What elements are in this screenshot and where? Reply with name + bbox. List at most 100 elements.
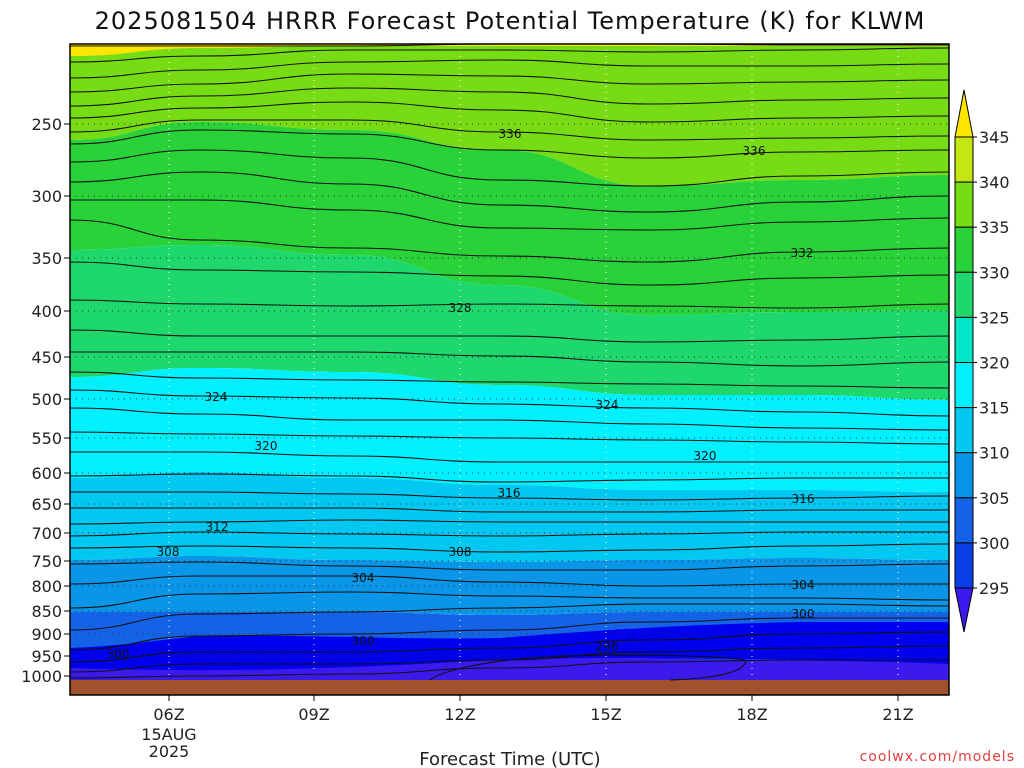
contour-line: [70, 199, 949, 231]
y-tick-label: 950: [31, 647, 62, 666]
colorbar-segment: [954, 362, 974, 409]
colorbar-segment: [954, 271, 974, 318]
colorbar-label: 320: [979, 354, 1010, 373]
colorbar-segment: [954, 226, 974, 273]
contour-line: [70, 299, 949, 309]
contour-label: 324: [596, 398, 619, 412]
ground-strip: [70, 680, 949, 695]
colorbar-label: 295: [979, 579, 1010, 598]
colorbar-top-arrow: [954, 89, 974, 138]
x-date-day: 15AUG: [141, 725, 196, 744]
contour-label: 324: [205, 390, 228, 404]
contour-line: [70, 543, 949, 553]
contour-label: 300: [352, 634, 375, 648]
x-tick-label: 21Z: [882, 705, 913, 724]
colorbar-label: 300: [979, 534, 1010, 553]
contour-label: 316: [498, 486, 521, 500]
site-credit: coolwx.com/models: [860, 749, 1015, 765]
contour-line: [70, 531, 949, 537]
x-tick-label: 09Z: [298, 705, 329, 724]
contour-line: [70, 645, 949, 673]
y-tick-label: 800: [31, 577, 62, 596]
colorbar-segment: [954, 136, 974, 183]
contour-line: [70, 519, 949, 525]
plot-frame: [69, 43, 950, 696]
contour-line: [70, 561, 949, 571]
contour-line: [70, 371, 949, 389]
x-tick-label: 15Z: [590, 705, 621, 724]
y-tick-label: 900: [31, 625, 62, 644]
contour-label: 300: [792, 607, 815, 621]
contour-label: 332: [791, 246, 814, 260]
contour-label: 300: [107, 647, 130, 661]
colorbar-segment: [954, 497, 974, 544]
colorbar: 345 340 335 330 325 320 315 310 305 300 295: [954, 89, 1010, 633]
y-tick-label: 850: [31, 602, 62, 621]
contour-line: [70, 101, 949, 123]
contour-label: 312: [206, 520, 229, 534]
contour-label: 328: [449, 301, 472, 315]
contour-label: 304: [352, 571, 375, 585]
temperature-band: [70, 46, 949, 186]
contour-line: [70, 431, 949, 445]
contour-label: 316: [792, 492, 815, 506]
contour-label: 296: [596, 640, 619, 654]
x-axis: 06Z 09Z 12Z 15Z 18Z 21Z: [153, 695, 914, 724]
colorbar-label: 325: [979, 308, 1010, 327]
temperature-band: [70, 122, 949, 315]
contour-line: [70, 603, 949, 631]
x-tick-label: 06Z: [153, 705, 184, 724]
colorbar-label: 330: [979, 263, 1010, 282]
y-tick-label: 350: [31, 249, 62, 268]
contour-line: [70, 659, 949, 679]
y-tick-label: 300: [31, 187, 62, 206]
y-tick-label: 400: [31, 302, 62, 321]
contour-line: [70, 219, 949, 263]
contour-label: 308: [157, 545, 180, 559]
temperature-band: [70, 556, 949, 615]
colorbar-label: 310: [979, 444, 1010, 463]
contour-line: [70, 59, 949, 79]
contour-label: 336: [743, 144, 766, 158]
contour-label: 308: [449, 545, 472, 559]
contour-line: [70, 129, 949, 159]
x-axis-label: Forecast Time (UTC): [419, 749, 600, 768]
contour-label: 304: [792, 578, 815, 592]
contour-line: [70, 329, 949, 343]
contour-line: [70, 507, 949, 513]
colorbar-label: 345: [979, 128, 1010, 147]
contour-line: [70, 631, 949, 663]
x-date-year: 2025: [149, 742, 190, 761]
colorbar-label: 315: [979, 399, 1010, 418]
colorbar-segment: [954, 452, 974, 499]
contour-labels: 336 336 332 328 324 324 320 320 316 316 312 308 308 3…: [107, 127, 815, 661]
contour-line: [70, 491, 949, 501]
colorbar-bottom-arrow: [954, 587, 974, 633]
contour-line: [70, 591, 949, 609]
colorbar-segment: [954, 407, 974, 454]
contour-line: [70, 44, 949, 47]
contour-line-296: [429, 654, 746, 681]
y-tick-label: 700: [31, 524, 62, 543]
contour-line: [70, 575, 949, 587]
colorbar-label: 305: [979, 489, 1010, 508]
y-tick-label: 600: [31, 464, 62, 483]
colorbar-segment: [954, 316, 974, 363]
y-tick-label: 450: [31, 348, 62, 367]
y-tick-label: 650: [31, 495, 62, 514]
temperature-band: [70, 245, 949, 400]
contour-line: [70, 617, 949, 651]
contour-line: [70, 407, 949, 431]
colorbar-label: 340: [979, 173, 1010, 192]
temperature-band: [70, 368, 949, 492]
colorbar-segment: [954, 542, 974, 589]
contour-line: [70, 119, 949, 141]
contour-line: [70, 149, 949, 187]
contour-line: [70, 261, 949, 286]
y-tick-label: 250: [31, 115, 62, 134]
colorbar-segment: [954, 181, 974, 228]
contour-line: [70, 47, 949, 63]
contour-label: 320: [694, 449, 717, 463]
